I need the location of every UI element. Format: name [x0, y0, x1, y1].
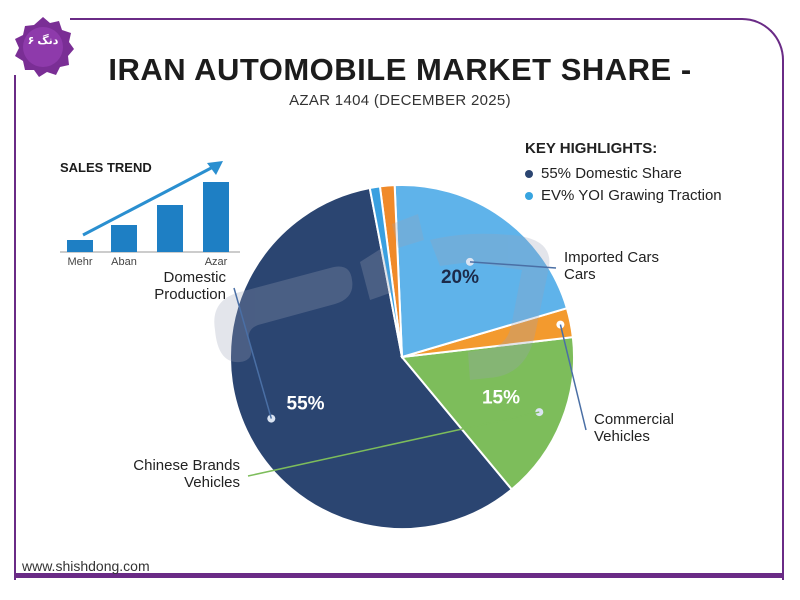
bullet-dot-icon — [525, 169, 533, 178]
sales-trend-chart: SALES TREND Mehr Aban Azar — [60, 160, 240, 268]
frame-bottom-border — [14, 573, 782, 578]
pie-callout-label: Imported Cars — [564, 249, 659, 266]
brand-logo: ۶ دنگ — [15, 17, 74, 77]
bar-mehr — [67, 240, 93, 252]
pie-pct-label: 15% — [482, 388, 520, 409]
callout-line — [233, 287, 273, 419]
pie-callout-label: Production — [154, 286, 226, 303]
pie-callout-label: Vehicles — [594, 428, 650, 445]
pie-pct-label: 55% — [287, 393, 325, 414]
pie-pct-label: 20% — [441, 267, 479, 288]
pie-slice-imported-cars-cars — [393, 184, 569, 359]
bullet-dot-icon — [525, 191, 533, 200]
pie-slice-chinese-brands-vehicles — [400, 336, 575, 491]
callout-line — [559, 324, 587, 431]
bar-chart-title: SALES TREND — [60, 160, 152, 175]
frame-border — [70, 18, 784, 580]
pie-callout-label: Domestic — [163, 269, 226, 286]
bar-tick-label: Azar — [205, 256, 228, 268]
callout-line — [469, 261, 557, 269]
watermark — [214, 214, 550, 380]
pie-callout-label: Vehicles — [184, 474, 240, 491]
callout-line — [247, 411, 540, 477]
page-title: IRAN AUTOMOBILE MARKET SHARE - — [108, 52, 692, 87]
pie-slice-domestic-production — [228, 186, 514, 530]
bar-tick-label: Mehr — [67, 256, 92, 268]
bar-aban — [111, 225, 137, 252]
bar-tick-label: Aban — [111, 256, 137, 268]
pie-callout-label: Cars — [564, 266, 596, 283]
pie-callout-label: Commercial — [594, 411, 674, 428]
highlight-label: EV% YOI Grawing Traction — [541, 187, 722, 204]
highlight-item: 55% Domestic Share — [525, 165, 722, 182]
key-highlights: KEY HIGHLIGHTS: 55% Domestic Share EV% Y… — [525, 140, 722, 209]
highlight-label: 55% Domestic Share — [541, 165, 682, 182]
highlight-item: EV% YOI Grawing Traction — [525, 187, 722, 204]
bar-item-2 — [157, 205, 183, 252]
frame-left-border — [14, 75, 16, 580]
logo-text: ۶ دنگ — [28, 33, 59, 47]
bar-azar — [203, 182, 229, 252]
page-subtitle: AZAR 1404 (DECEMBER 2025) — [289, 92, 511, 109]
website-url: www.shishdong.com — [22, 558, 150, 574]
trend-arrow-line — [82, 164, 216, 237]
pie-callout-label: Chinese Brands — [133, 457, 240, 474]
trend-arrow-icon — [207, 161, 223, 175]
highlights-heading: KEY HIGHLIGHTS: — [525, 140, 658, 157]
pie-slice-minor-5 — [368, 185, 403, 358]
